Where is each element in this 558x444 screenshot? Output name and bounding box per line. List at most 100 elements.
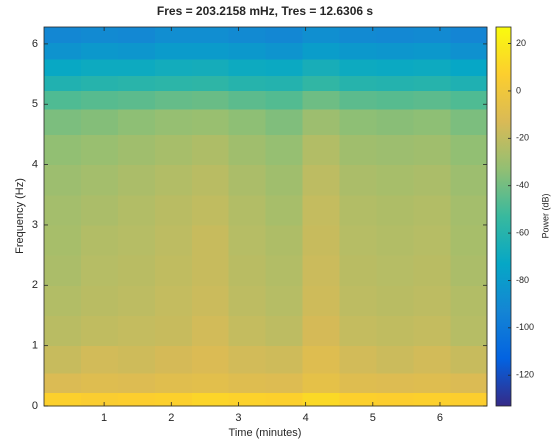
heatmap-cell <box>339 58 378 77</box>
heatmap-cell <box>450 108 488 135</box>
heatmap-cell <box>228 108 267 135</box>
heatmap-cell <box>339 315 378 347</box>
heatmap-cell <box>80 108 119 135</box>
x-tick-label: 1 <box>101 412 107 424</box>
x-tick-label: 2 <box>168 412 174 424</box>
heatmap-cell <box>302 164 341 196</box>
heatmap-cell <box>80 27 119 43</box>
heatmap-cell <box>413 315 451 347</box>
heatmap-cell <box>413 372 451 393</box>
heatmap-cell <box>191 58 230 77</box>
heatmap-cell <box>265 372 304 393</box>
heatmap-cell <box>302 90 341 110</box>
heatmap-cell <box>450 315 488 347</box>
heatmap-cell <box>413 42 451 60</box>
heatmap-cell <box>228 315 267 347</box>
heatmap-cell <box>117 58 156 77</box>
heatmap-cell <box>117 75 156 92</box>
heatmap-cell <box>117 194 156 226</box>
heatmap-cell <box>191 90 230 110</box>
colorbar <box>495 26 512 407</box>
heatmap-cell <box>413 194 451 226</box>
x-tick-label: 4 <box>303 412 309 424</box>
heatmap-cell <box>413 285 451 316</box>
heatmap-cell <box>44 224 82 256</box>
heatmap-cell <box>413 90 451 110</box>
heatmap-cell <box>80 75 119 92</box>
heatmap-cell <box>228 224 267 256</box>
heatmap-cell <box>154 134 193 166</box>
heatmap-cell <box>117 134 156 166</box>
heatmap-cell <box>154 285 193 316</box>
heatmap-cell <box>154 392 193 407</box>
colorbar-tick-label: 0 <box>516 85 521 95</box>
heatmap-cell <box>450 372 488 393</box>
heatmap-cell <box>376 108 414 135</box>
heatmap-cell <box>339 255 378 286</box>
heatmap-cell <box>413 27 451 43</box>
heatmap-cell <box>228 372 267 393</box>
heatmap-cell <box>339 108 378 135</box>
heatmap-cell <box>44 372 82 393</box>
heatmap-cell <box>376 285 414 316</box>
heatmap-cell <box>154 224 193 256</box>
heatmap-cell <box>450 164 488 196</box>
heatmap-cell <box>80 345 119 374</box>
axes-box <box>43 26 488 407</box>
y-tick-label: 0 <box>32 400 38 412</box>
heatmap-cell <box>44 58 82 77</box>
heatmap-cell <box>154 345 193 374</box>
colorbar-tick-label: -80 <box>516 275 529 285</box>
heatmap-cell <box>191 42 230 60</box>
heatmap-cell <box>228 27 267 43</box>
heatmap-cell <box>44 27 82 43</box>
heatmap-cell <box>413 224 451 256</box>
heatmap-cell <box>191 372 230 393</box>
y-tick-label: 3 <box>32 219 38 231</box>
heatmap-cell <box>265 194 304 226</box>
heatmap-cell <box>228 90 267 110</box>
heatmap-cell <box>376 27 414 43</box>
heatmap-cell <box>80 58 119 77</box>
heatmap-cell <box>117 255 156 286</box>
colorbar-tick-label: -120 <box>516 370 534 380</box>
y-tick-label: 1 <box>32 340 38 352</box>
y-axis-label: Frequency (Hz) <box>14 178 26 254</box>
heatmap-cell <box>265 315 304 347</box>
heatmap-cell <box>376 164 414 196</box>
heatmap-cell <box>80 42 119 60</box>
heatmap-cell <box>191 255 230 286</box>
heatmap-cell <box>339 75 378 92</box>
heatmap-cell <box>117 392 156 407</box>
heatmap-cell <box>302 315 341 347</box>
heatmap-cell <box>154 27 193 43</box>
heatmap-cell <box>44 75 82 92</box>
heatmap-cell <box>302 58 341 77</box>
heatmap-cell <box>44 134 82 166</box>
heatmap-cell <box>80 285 119 316</box>
heatmap-cell <box>265 164 304 196</box>
heatmap-cell <box>117 345 156 374</box>
heatmap-cell <box>265 42 304 60</box>
colorbar-tick-label: -60 <box>516 227 529 237</box>
heatmap-cell <box>450 42 488 60</box>
heatmap-cell <box>191 345 230 374</box>
heatmap-cell <box>154 194 193 226</box>
heatmap-cell <box>228 134 267 166</box>
heatmap-cell <box>450 285 488 316</box>
heatmap-cell <box>413 75 451 92</box>
heatmap-cell <box>154 90 193 110</box>
heatmap-cell <box>339 285 378 316</box>
heatmap-cell <box>154 42 193 60</box>
heatmap-cell <box>117 315 156 347</box>
heatmap-cell <box>80 224 119 256</box>
heatmap-cell <box>450 27 488 43</box>
heatmap-cell <box>44 315 82 347</box>
heatmap-cell <box>191 27 230 43</box>
heatmap-cell <box>302 134 341 166</box>
heatmap-cell <box>376 345 414 374</box>
heatmap-cell <box>154 75 193 92</box>
heatmap-cell <box>339 90 378 110</box>
